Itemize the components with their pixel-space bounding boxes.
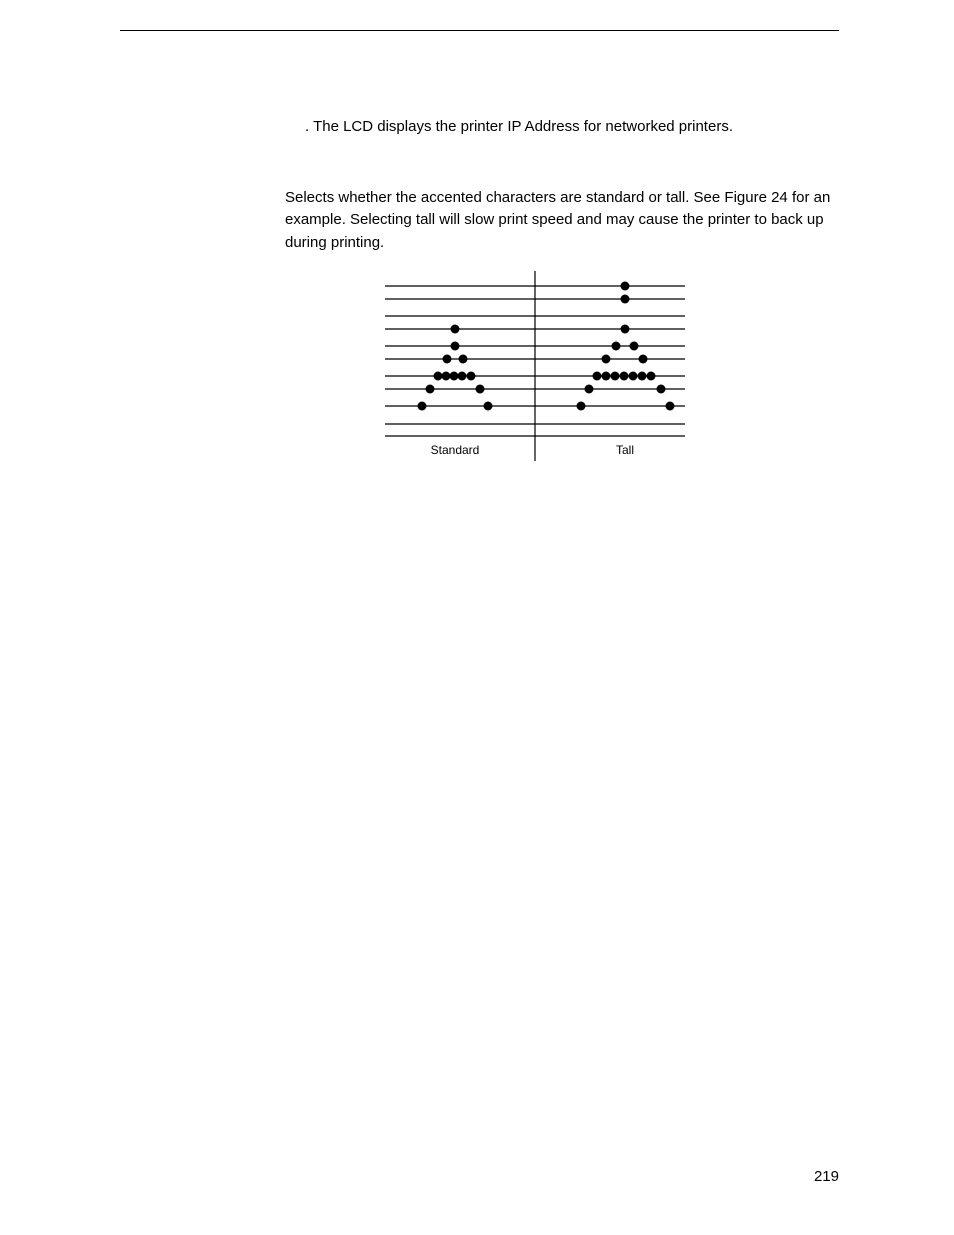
page-number: 219 [814, 1168, 839, 1185]
figure-accented-chars: Standard Tall [375, 266, 839, 471]
figure-svg: Standard Tall [375, 266, 715, 471]
top-rule [120, 30, 839, 31]
page-container: . The LCD displays the printer IP Addres… [0, 0, 954, 501]
svg-text:Standard: Standard [431, 443, 480, 457]
svg-text:Tall: Tall [616, 443, 634, 457]
paragraph-lcd: . The LCD displays the printer IP Addres… [305, 116, 839, 139]
paragraph-accent: Selects whether the accented characters … [285, 187, 839, 255]
